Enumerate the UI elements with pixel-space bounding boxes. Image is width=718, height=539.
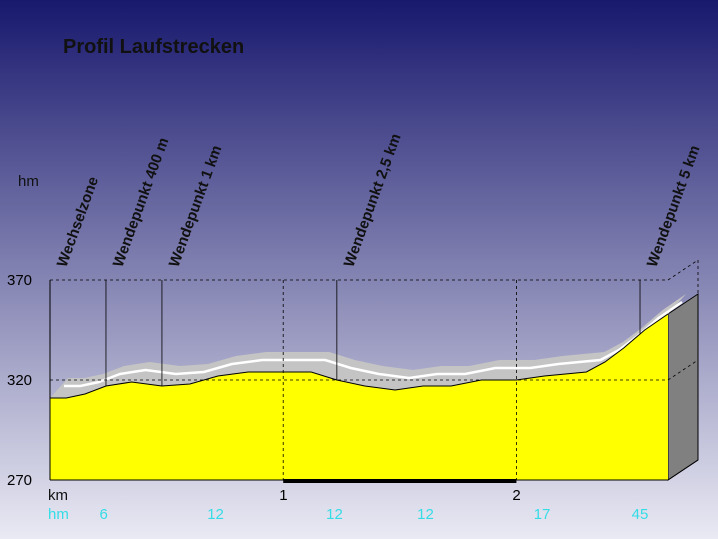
- y-tick-320: 320: [7, 372, 32, 389]
- elevation-shadow: [50, 294, 686, 398]
- hm-value-4: 17: [534, 506, 551, 523]
- x-axis-label: km: [48, 487, 68, 504]
- hm-value-3: 12: [417, 506, 434, 523]
- y-axis-label: hm: [18, 173, 39, 190]
- grid-back: [50, 259, 699, 460]
- hm-value-1: 12: [207, 506, 224, 523]
- elevation-highlight: [64, 300, 683, 388]
- baseline-depth: [667, 459, 699, 481]
- grid-top-depth: [667, 259, 699, 281]
- grid-depth-320: [667, 359, 699, 381]
- elevation-fill: [50, 314, 668, 480]
- hm-value-2: 12: [326, 506, 343, 523]
- segment-marker-bar: [283, 479, 517, 483]
- hm-row-label: hm: [48, 506, 69, 523]
- elevation-area: [50, 294, 686, 480]
- chart-title: Profil Laufstrecken: [63, 36, 244, 58]
- x-tick-1: 1: [279, 487, 287, 504]
- hm-value-0: 6: [99, 506, 107, 523]
- side-wall-face: [667, 293, 699, 481]
- side-wall: [667, 293, 699, 481]
- x-tick-2: 2: [512, 487, 520, 504]
- y-tick-370: 370: [7, 272, 32, 289]
- elevation-line: [50, 313, 669, 399]
- y-tick-270: 270: [7, 472, 32, 489]
- hm-value-5: 45: [632, 506, 649, 523]
